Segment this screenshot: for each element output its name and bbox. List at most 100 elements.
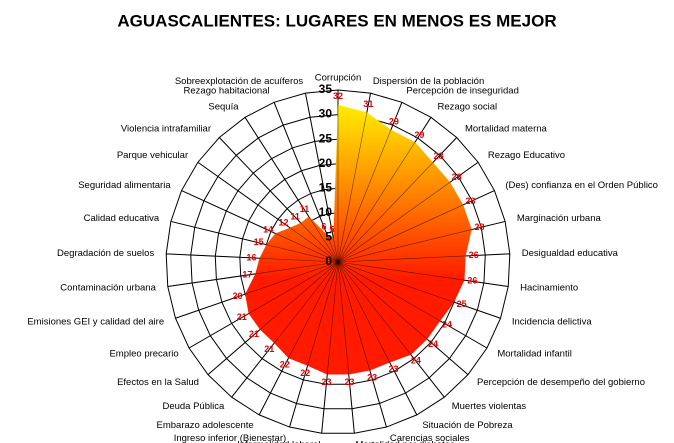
value-label: 23 — [321, 377, 331, 387]
category-label: Percepción de desempeño del gobierno — [477, 377, 645, 388]
category-label: Marginación urbana — [517, 213, 602, 224]
value-label: 23 — [388, 364, 398, 374]
category-label: Informalidad laboral — [237, 440, 320, 443]
spoke — [337, 102, 403, 263]
spoke — [273, 102, 339, 263]
value-label: 29 — [389, 117, 399, 127]
value-label: 26 — [467, 276, 477, 286]
value-label: 22 — [280, 360, 290, 370]
category-label: Sequía — [208, 102, 239, 113]
spoke — [167, 261, 339, 287]
spoke — [337, 137, 457, 263]
value-label: 12 — [278, 218, 288, 228]
spoke — [337, 261, 387, 428]
spoke — [337, 221, 506, 263]
value-label: 26 — [469, 250, 479, 260]
value-label: 24 — [411, 355, 421, 365]
category-label: Violencia intrafamiliar — [121, 123, 211, 134]
category-label: Parque vehicular — [117, 150, 188, 161]
value-label: 28 — [474, 222, 484, 232]
category-label: Empleo precario — [109, 349, 178, 360]
value-label: 21 — [249, 329, 259, 339]
spoke — [258, 261, 339, 416]
spoke — [305, 93, 339, 263]
chart-title: AGUASCALIENTES: LUGARES EN MENOS ES MEJO… — [117, 11, 556, 30]
category-label: Rezago habitacional — [184, 86, 270, 97]
category-label: Embarazo adolescente — [157, 420, 254, 431]
category-label: Incidencia delictiva — [512, 317, 592, 328]
spoke — [337, 190, 495, 263]
value-label: 31 — [363, 99, 373, 109]
r-tick-label: 20 — [319, 156, 333, 170]
category-label: Efectos en la Salud — [117, 377, 199, 388]
value-label: 21 — [237, 312, 247, 322]
value-label: 32 — [333, 91, 343, 101]
spoke — [337, 261, 509, 287]
r-tick-label: 15 — [319, 180, 333, 194]
r-tick-label: 10 — [319, 205, 333, 219]
spoke — [337, 261, 469, 375]
spoke — [337, 253, 510, 263]
category-label: Emisiones GEI y calidad del aire — [27, 317, 164, 328]
r-tick-label: 25 — [319, 131, 333, 145]
value-label: 23 — [344, 377, 354, 387]
value-label: 21 — [264, 344, 274, 354]
category-label: Mortalidad por diabetes — [355, 440, 455, 443]
grid-ring — [165, 89, 511, 434]
value-label: 25 — [457, 299, 467, 309]
r-tick-label: 5 — [325, 230, 332, 244]
spoke — [337, 117, 432, 263]
value-label: 28 — [433, 151, 443, 161]
spoke — [321, 261, 339, 434]
category-label: Degradación de suelos — [57, 248, 154, 259]
r-tick-label: 0 — [325, 254, 332, 268]
spoke — [337, 93, 371, 263]
value-label: 28 — [452, 172, 462, 182]
category-label: Contaminación urbana — [60, 283, 156, 294]
value-label: 23 — [367, 373, 377, 383]
grid-ring — [190, 114, 486, 410]
spoke — [170, 221, 339, 263]
spoke — [337, 261, 418, 416]
value-label: 14 — [263, 224, 273, 234]
value-label: 11 — [290, 211, 300, 221]
value-label: 16 — [246, 252, 256, 262]
value-label: 20 — [233, 291, 243, 301]
r-tick-label: 30 — [319, 107, 333, 121]
spoke — [244, 117, 339, 263]
r-tick-label: 35 — [319, 82, 333, 96]
category-label: Deuda Pública — [162, 401, 225, 412]
spoke — [337, 161, 479, 263]
value-label: 29 — [414, 130, 424, 140]
category-label: Muertes violentas — [452, 401, 527, 412]
spoke — [197, 161, 339, 263]
spoke — [181, 190, 339, 263]
category-label: Percepción de inseguridad — [406, 86, 518, 97]
spoke — [289, 261, 339, 428]
value-label: 24 — [442, 319, 452, 329]
spoke — [175, 261, 339, 319]
value-label: 6 — [322, 222, 327, 232]
category-label: Corrupción — [315, 73, 361, 84]
value-label: 22 — [300, 368, 310, 378]
category-label: Hacinamiento — [520, 283, 578, 294]
category-label: Carencias sociales — [390, 433, 470, 443]
category-label: Desigualdad educativa — [522, 248, 619, 259]
category-label: Mortalidad infantil — [497, 349, 571, 360]
category-label: Calidad educativa — [84, 213, 160, 224]
value-label: 24 — [428, 339, 438, 349]
category-label: Dispersión de la población — [373, 76, 484, 87]
spoke — [231, 261, 339, 398]
category-label: Situación de Pobreza — [422, 420, 513, 431]
spoke — [337, 261, 488, 349]
spoke — [337, 261, 355, 434]
value-label: 5 — [329, 224, 334, 234]
radar-area — [245, 104, 472, 375]
category-label: Rezago Educativo — [488, 150, 565, 161]
value-label: 28 — [465, 196, 475, 206]
category-label: Sobreexplotación de acuíferos — [175, 76, 304, 87]
spoke — [207, 261, 339, 375]
spoke — [219, 137, 339, 263]
spoke — [337, 261, 501, 319]
